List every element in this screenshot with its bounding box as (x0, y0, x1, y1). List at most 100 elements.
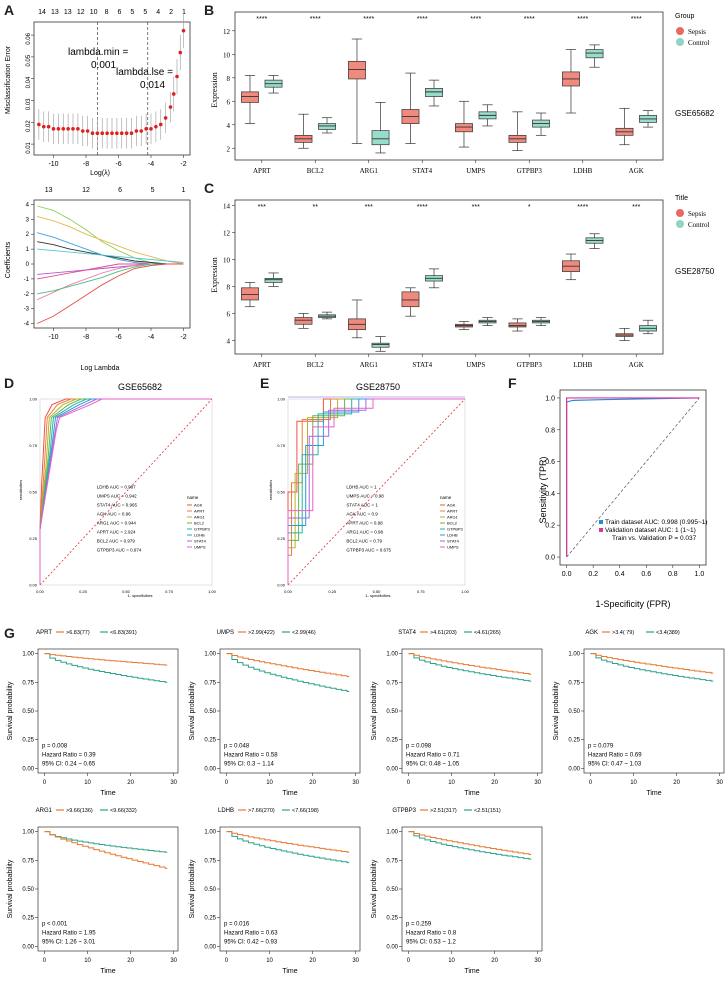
top-tick-label: 14 (38, 9, 46, 16)
survival-curve-high (408, 653, 532, 675)
y-tick-label: 0.25 (204, 916, 216, 922)
legend-high: >2.51(317) (430, 808, 457, 814)
x-tick-label: -4 (148, 161, 154, 168)
cv-point (71, 127, 75, 131)
hazard-ratio: Hazard Ratio = 1.95 (42, 931, 96, 937)
x-tick-label: 10 (84, 780, 91, 786)
survival-curve-low (44, 653, 168, 683)
y-tick-label: 0.06 (26, 32, 32, 44)
box-control (371, 130, 390, 146)
significance-label: **** (310, 16, 321, 23)
hazard-ratio: Hazard Ratio = 0.58 (224, 753, 278, 759)
p-value: p < 0.001 (42, 922, 68, 928)
cv-point (110, 131, 114, 135)
cv-point (61, 127, 66, 131)
y-tick-label: 10 (223, 51, 231, 59)
p-value: p = 0.098 (406, 744, 432, 750)
legend-control: Control (688, 221, 709, 229)
cv-point (56, 127, 61, 131)
xlabel: 1- specificities (127, 593, 152, 598)
cv-point (154, 124, 158, 129)
p-value: p = 0.016 (224, 922, 250, 928)
y-tick-label: 0.50 (204, 887, 216, 893)
y-tick-label: 0.00 (386, 944, 398, 950)
panel-label-a: A (4, 2, 15, 18)
gene-label: GTPBP3 (392, 808, 416, 814)
top-tick-label: 5 (151, 187, 155, 194)
significance-label: **** (470, 16, 481, 23)
top-tick-label: 5 (130, 9, 134, 16)
y-tick-label: 12 (223, 229, 231, 237)
significance-label: **** (417, 204, 428, 211)
plot-frame (234, 11, 664, 161)
x-tick-label: 30 (352, 780, 359, 786)
legend-swatch-train (599, 520, 603, 524)
coef-path (37, 241, 184, 265)
significance-label: *** (365, 204, 373, 211)
category-label: ARG1 (360, 361, 379, 369)
x-tick-label: 0.6 (641, 571, 651, 578)
x-tick-label: -10 (48, 334, 58, 341)
ylabel: Survival probability (189, 859, 196, 918)
confidence-interval: 95% CI: 0.53 ~ 1.2 (406, 940, 457, 946)
cv-point (149, 127, 153, 131)
legend-item: AGK (447, 503, 456, 508)
x-tick-label: 20 (673, 780, 680, 786)
y-tick-label: 4 (227, 122, 231, 130)
survival-plot-stat4: STAT4 >4.61(203) <4.61(265) 0 10 20 30 0.00 0.25… (371, 630, 543, 797)
auc-label: ARG1 AUC = 0.98 (346, 529, 383, 534)
survival-plot-gtpbp3: GTPBP3 >2.51(317) <2.51(151) 0 10 20 30 0.00 0.2… (371, 808, 543, 975)
legend-item: STAT4 (194, 539, 207, 544)
y-tick-label: 0.00 (22, 944, 34, 950)
roc-curve-stat4 (39, 398, 212, 585)
survival-curve-low (590, 653, 714, 682)
ylabel: Coefficients (5, 241, 12, 278)
category-label: GTPBP3 (517, 361, 543, 369)
x-tick-label: -8 (83, 161, 89, 168)
hazard-ratio: Hazard Ratio = 0.69 (588, 753, 642, 759)
category-label: GTPBP3 (517, 167, 543, 175)
legend-low: <6.83(391) (110, 630, 137, 636)
survival-curve-low (226, 653, 350, 693)
x-tick-label: -4 (148, 334, 154, 341)
hazard-ratio: Hazard Ratio = 0.8 (406, 931, 457, 937)
y-tick-label: 8 (227, 283, 231, 291)
legend-high: >4.61(203) (430, 630, 457, 636)
ylabel: sensitivities (268, 480, 273, 500)
x-tick-label: -10 (48, 161, 58, 168)
significance-label: **** (256, 16, 267, 23)
top-tick-label: 12 (82, 187, 90, 194)
y-tick-label: 12 (223, 28, 231, 36)
cv-point (41, 124, 46, 129)
y-tick-label: 0.00 (29, 583, 38, 588)
gene-label: LDHB (218, 808, 234, 814)
coef-path (37, 263, 184, 295)
boxplot-gse65682: Expression GSE65682 Group Sepsis Control… (210, 11, 715, 175)
xlabel: Log Lambda (81, 365, 120, 372)
gene-label: AGK (585, 630, 598, 636)
y-tick-label: 0.8 (545, 427, 555, 434)
auc-label: GTPBP3 AUC = 0.974 (97, 547, 142, 552)
legend-item: ARG1 (194, 515, 206, 520)
y-tick-label: 0.50 (386, 887, 398, 893)
y-tick-label: 1.0 (545, 395, 555, 402)
ylabel: Survival probability (189, 681, 196, 740)
panel-label-b: B (204, 2, 215, 18)
confidence-interval: 95% CI: 1.26 ~ 3.01 (42, 940, 96, 946)
cv-point (115, 131, 119, 135)
x-tick-label: -2 (180, 334, 186, 341)
legend-item: BCL2 (194, 521, 205, 526)
legend-high: >7.66(270) (248, 808, 275, 814)
roc-gse28750: GSE28750 1- specificities sensitivities … (268, 382, 470, 598)
category-label: AGK (629, 361, 644, 369)
y-tick-label: 0.25 (29, 536, 38, 541)
pvalue-note: Train vs. Validation P = 0.037 (612, 535, 697, 542)
category-label: UMPS (466, 167, 485, 175)
significance-label: **** (524, 16, 535, 23)
y-tick-label: 0.25 (277, 536, 286, 541)
survival-plot-umps: UMPS >2.99(422) <2.99(46) 0 10 20 30 0.00 0.25 0.… (189, 630, 361, 797)
x-tick-label: 0.00 (284, 589, 293, 594)
x-tick-label: 20 (491, 958, 498, 964)
roc-curve-ldhb (287, 398, 465, 585)
x-tick-label: 0 (407, 780, 411, 786)
